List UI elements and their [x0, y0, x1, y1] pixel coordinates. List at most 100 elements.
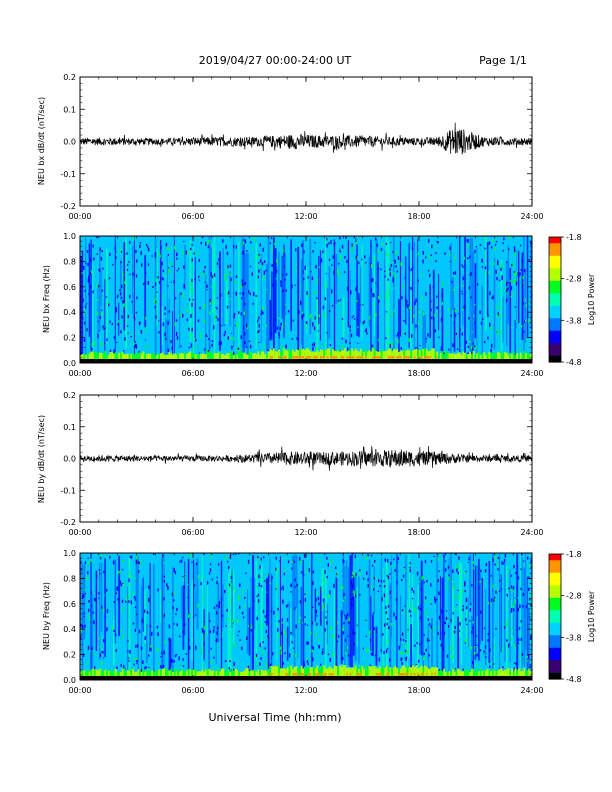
heatmap-cell: [406, 666, 409, 676]
heatmap-cell: [226, 353, 228, 359]
heatmap-cell: [356, 673, 359, 676]
heatmap-cell: [281, 621, 283, 624]
heatmap-cell: [115, 307, 117, 311]
heatmap-cell: [199, 671, 202, 676]
heatmap-cell: [469, 554, 472, 606]
heatmap-cell: [334, 241, 336, 244]
heatmap-cell: [300, 258, 303, 345]
heatmap-cell: [137, 353, 140, 359]
heatmap-cell: [173, 599, 175, 602]
heatmap-cell: [272, 652, 274, 656]
heatmap-cell: [237, 619, 239, 623]
heatmap-cell: [365, 356, 367, 359]
heatmap-cell: [441, 670, 444, 676]
heatmap-cell: [512, 588, 514, 636]
heatmap-cell: [374, 654, 377, 657]
heatmap-cell: [131, 301, 133, 303]
heatmap-cell: [148, 585, 150, 589]
heatmap-cell: [460, 671, 463, 676]
heatmap-cell: [325, 616, 327, 619]
heatmap-cell: [443, 354, 446, 359]
heatmap-cell: [227, 560, 229, 563]
heatmap-cell: [526, 352, 529, 359]
heatmap-cell: [469, 351, 472, 359]
heatmap-cell: [172, 311, 174, 355]
heatmap-cell: [197, 319, 200, 323]
heatmap-cell: [366, 668, 369, 676]
heatmap-cell: [372, 564, 374, 567]
heatmap-cell: [234, 353, 237, 359]
heatmap-cell: [212, 629, 215, 633]
heatmap-cell: [241, 611, 244, 615]
heatmap-cell: [404, 276, 407, 280]
heatmap-cell: [270, 610, 273, 612]
heatmap-cell: [254, 238, 256, 242]
colorbar-segment: [549, 568, 561, 572]
heatmap-cell: [352, 350, 355, 359]
heatmap-cell: [443, 554, 445, 678]
heatmap-cell: [145, 666, 147, 669]
heatmap-cell: [100, 353, 103, 359]
heatmap-cell: [106, 627, 108, 632]
heatmap-cell: [205, 669, 207, 676]
heatmap-cell: [458, 352, 461, 359]
heatmap-cell: [194, 353, 197, 359]
heatmap-cell: [405, 657, 407, 662]
heatmap-cell: [521, 252, 524, 341]
colorbar-segment: [549, 249, 561, 253]
heatmap-cell: [206, 668, 209, 676]
heatmap-cell: [262, 306, 264, 311]
heatmap-cell: [113, 629, 115, 633]
colorbar-segment: [549, 353, 561, 357]
heatmap-cell: [96, 253, 98, 255]
heatmap-cell: [104, 279, 106, 355]
heatmap-cell: [251, 272, 253, 276]
heatmap-cell: [248, 669, 250, 671]
heatmap-cell: [356, 350, 359, 359]
heatmap-cell: [121, 599, 124, 603]
heatmap-cell: [213, 325, 215, 330]
heatmap-cell: [353, 590, 355, 594]
heatmap-cell: [328, 242, 330, 245]
colorbar-segment: [549, 259, 561, 263]
heatmap-cell: [506, 288, 508, 293]
heatmap-cell: [404, 332, 406, 335]
heatmap-cell: [260, 657, 262, 660]
heatmap-cell: [333, 665, 336, 676]
heatmap-cell: [111, 626, 114, 630]
heatmap-cell: [226, 609, 228, 611]
heatmap-cell: [328, 266, 331, 339]
heatmap-cell: [215, 306, 217, 308]
heatmap-cell: [328, 594, 330, 598]
heatmap-cell: [218, 258, 220, 261]
heatmap-cell: [472, 351, 475, 359]
heatmap-cell: [410, 350, 413, 359]
heatmap-cell: [387, 240, 390, 352]
heatmap-cell: [454, 314, 457, 317]
heatmap-cell: [82, 298, 84, 302]
heatmap-cell: [247, 665, 250, 670]
heatmap-cell: [431, 673, 433, 676]
heatmap-cell: [370, 351, 373, 359]
heatmap-cell: [277, 664, 280, 667]
heatmap-cell: [368, 666, 371, 676]
heatmap-cell: [311, 351, 313, 359]
heatmap-cell: [271, 673, 273, 676]
heatmap-cell: [188, 614, 190, 618]
heatmap-cell: [227, 265, 229, 269]
heatmap-cell: [519, 654, 521, 658]
heatmap-cell: [238, 351, 240, 359]
heatmap-cell: [445, 616, 448, 620]
heatmap-cell: [495, 240, 498, 243]
by-spectrogram-ylabel: NEU by Freq (Hz): [42, 582, 51, 650]
heatmap-cell: [282, 324, 284, 328]
heatmap-cell: [215, 639, 217, 642]
heatmap-cell: [315, 633, 317, 637]
heatmap-cell: [335, 351, 338, 359]
heatmap-cell: [417, 279, 419, 282]
heatmap-cell: [476, 653, 478, 657]
heatmap-cell: [257, 593, 260, 597]
heatmap-cell: [106, 248, 108, 344]
heatmap-cell: [440, 317, 443, 322]
heatmap-cell: [203, 320, 206, 323]
